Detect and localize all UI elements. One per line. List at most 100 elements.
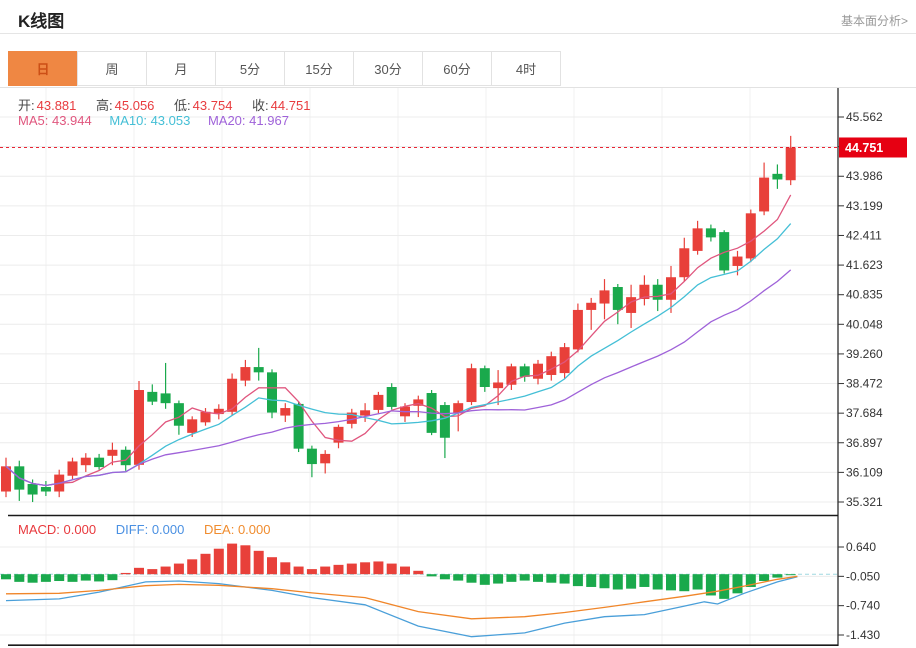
candle bbox=[705, 224, 716, 242]
tab-period-3[interactable]: 5分 bbox=[215, 51, 285, 86]
candle bbox=[679, 237, 690, 281]
diff-value: 0.000 bbox=[151, 522, 185, 537]
macd-bar bbox=[666, 574, 676, 591]
tab-period-1[interactable]: 周 bbox=[77, 51, 147, 86]
macd-bar bbox=[120, 572, 131, 575]
macd-bar bbox=[772, 574, 783, 578]
macd-bar bbox=[40, 574, 51, 582]
fundamental-analysis-link[interactable]: 基本面分析> bbox=[840, 14, 908, 28]
axes: 45.562 43.986 43.199 42.411 41.623 40.835 40.0… bbox=[8, 88, 883, 647]
axis-tick-label: -1.430 bbox=[846, 628, 880, 642]
candle bbox=[759, 162, 770, 216]
macd-bar bbox=[679, 574, 690, 592]
ma20-line bbox=[5, 269, 792, 487]
macd-bar bbox=[745, 574, 756, 587]
grid-lines bbox=[0, 88, 838, 645]
macd-bar bbox=[439, 574, 450, 580]
axis-tick-label: 38.472 bbox=[846, 377, 883, 391]
candle bbox=[559, 343, 570, 379]
macd-value: 0.000 bbox=[63, 522, 97, 537]
axis-tick-label: 41.623 bbox=[846, 258, 883, 272]
macd-bar bbox=[705, 574, 716, 596]
ohlc-readout: 开: 43.881 高: 45.056 低: 43.754 收: 44.751 bbox=[18, 95, 326, 114]
candle bbox=[772, 164, 783, 189]
candle bbox=[94, 453, 105, 470]
tab-period-5[interactable]: 30分 bbox=[353, 51, 423, 86]
ma-lines bbox=[5, 194, 792, 487]
ma20-label: MA20: bbox=[207, 113, 246, 128]
diff-line bbox=[5, 576, 798, 638]
candle bbox=[572, 303, 583, 353]
candle bbox=[692, 220, 703, 255]
high-label: 高: bbox=[96, 98, 113, 113]
macd-bar bbox=[227, 543, 238, 575]
candle bbox=[360, 403, 371, 422]
axis-tick-label: 39.260 bbox=[846, 347, 883, 361]
macd-bar bbox=[639, 574, 650, 587]
macd-bar bbox=[479, 574, 490, 585]
candle bbox=[213, 404, 224, 420]
candle bbox=[586, 297, 597, 330]
macd-bar bbox=[559, 574, 570, 584]
candle bbox=[639, 275, 650, 306]
candle bbox=[612, 283, 623, 325]
candle bbox=[1, 457, 11, 498]
candle bbox=[546, 351, 557, 381]
tab-period-0[interactable]: 日 bbox=[8, 51, 78, 86]
candle bbox=[267, 369, 277, 419]
macd-bar bbox=[493, 574, 504, 584]
candle bbox=[785, 135, 796, 186]
axis-tick-label: 43.986 bbox=[846, 169, 883, 183]
ma5-value: 43.944 bbox=[51, 113, 92, 128]
tab-period-2[interactable]: 月 bbox=[146, 51, 216, 86]
macd-bar bbox=[652, 574, 663, 590]
candle bbox=[652, 279, 663, 312]
current-price-value: 44.751 bbox=[845, 141, 883, 155]
macd-bar bbox=[426, 574, 437, 577]
candle bbox=[506, 363, 517, 391]
candle bbox=[373, 391, 384, 414]
candle bbox=[666, 265, 676, 313]
candle bbox=[240, 359, 251, 387]
tab-period-4[interactable]: 15分 bbox=[284, 51, 354, 86]
macd-bar bbox=[94, 574, 105, 582]
ma10-value: 43.053 bbox=[150, 113, 191, 128]
macd-bar bbox=[466, 574, 477, 583]
macd-label: MACD: bbox=[18, 522, 60, 537]
axis-tick-label: 40.048 bbox=[846, 317, 883, 331]
candle bbox=[533, 359, 543, 385]
axis-tick-label: -0.740 bbox=[846, 599, 880, 613]
candle bbox=[599, 279, 610, 320]
candle bbox=[80, 453, 91, 472]
macd-bar bbox=[719, 574, 730, 599]
candle bbox=[40, 480, 51, 497]
macd-bar bbox=[692, 574, 703, 590]
dea-line bbox=[5, 575, 798, 620]
axis-tick-label: -0.050 bbox=[846, 569, 880, 583]
open-value: 43.881 bbox=[36, 98, 77, 113]
macd-bar bbox=[240, 545, 251, 575]
kline-chart[interactable]: 45.562 43.986 43.199 42.411 41.623 40.835 40.0… bbox=[0, 88, 916, 648]
diff-label: DIFF: bbox=[115, 522, 149, 537]
macd-bar bbox=[320, 566, 331, 575]
candle bbox=[67, 457, 78, 480]
macd-bar bbox=[586, 574, 597, 587]
macd-bar bbox=[147, 569, 158, 575]
low-label: 低: bbox=[174, 98, 191, 113]
macd-bar bbox=[732, 574, 743, 594]
tab-period-7[interactable]: 4时 bbox=[491, 51, 561, 86]
candle bbox=[466, 363, 477, 406]
period-tabs: 日周月 5分 15分 30分 60分 4时 bbox=[8, 51, 561, 86]
axis-tick-label: 45.562 bbox=[846, 110, 883, 124]
page-title: K线图 bbox=[18, 12, 65, 31]
axis-tick-label: 42.411 bbox=[846, 228, 882, 242]
macd-bar bbox=[200, 553, 211, 575]
candle bbox=[413, 395, 424, 418]
macd-bar bbox=[213, 548, 224, 575]
tab-period-6[interactable]: 60分 bbox=[422, 51, 492, 86]
candle bbox=[479, 365, 490, 392]
candle bbox=[253, 347, 264, 381]
dea-label: DEA: bbox=[203, 522, 235, 537]
candle bbox=[320, 450, 331, 474]
ma20-value: 41.967 bbox=[249, 113, 289, 128]
